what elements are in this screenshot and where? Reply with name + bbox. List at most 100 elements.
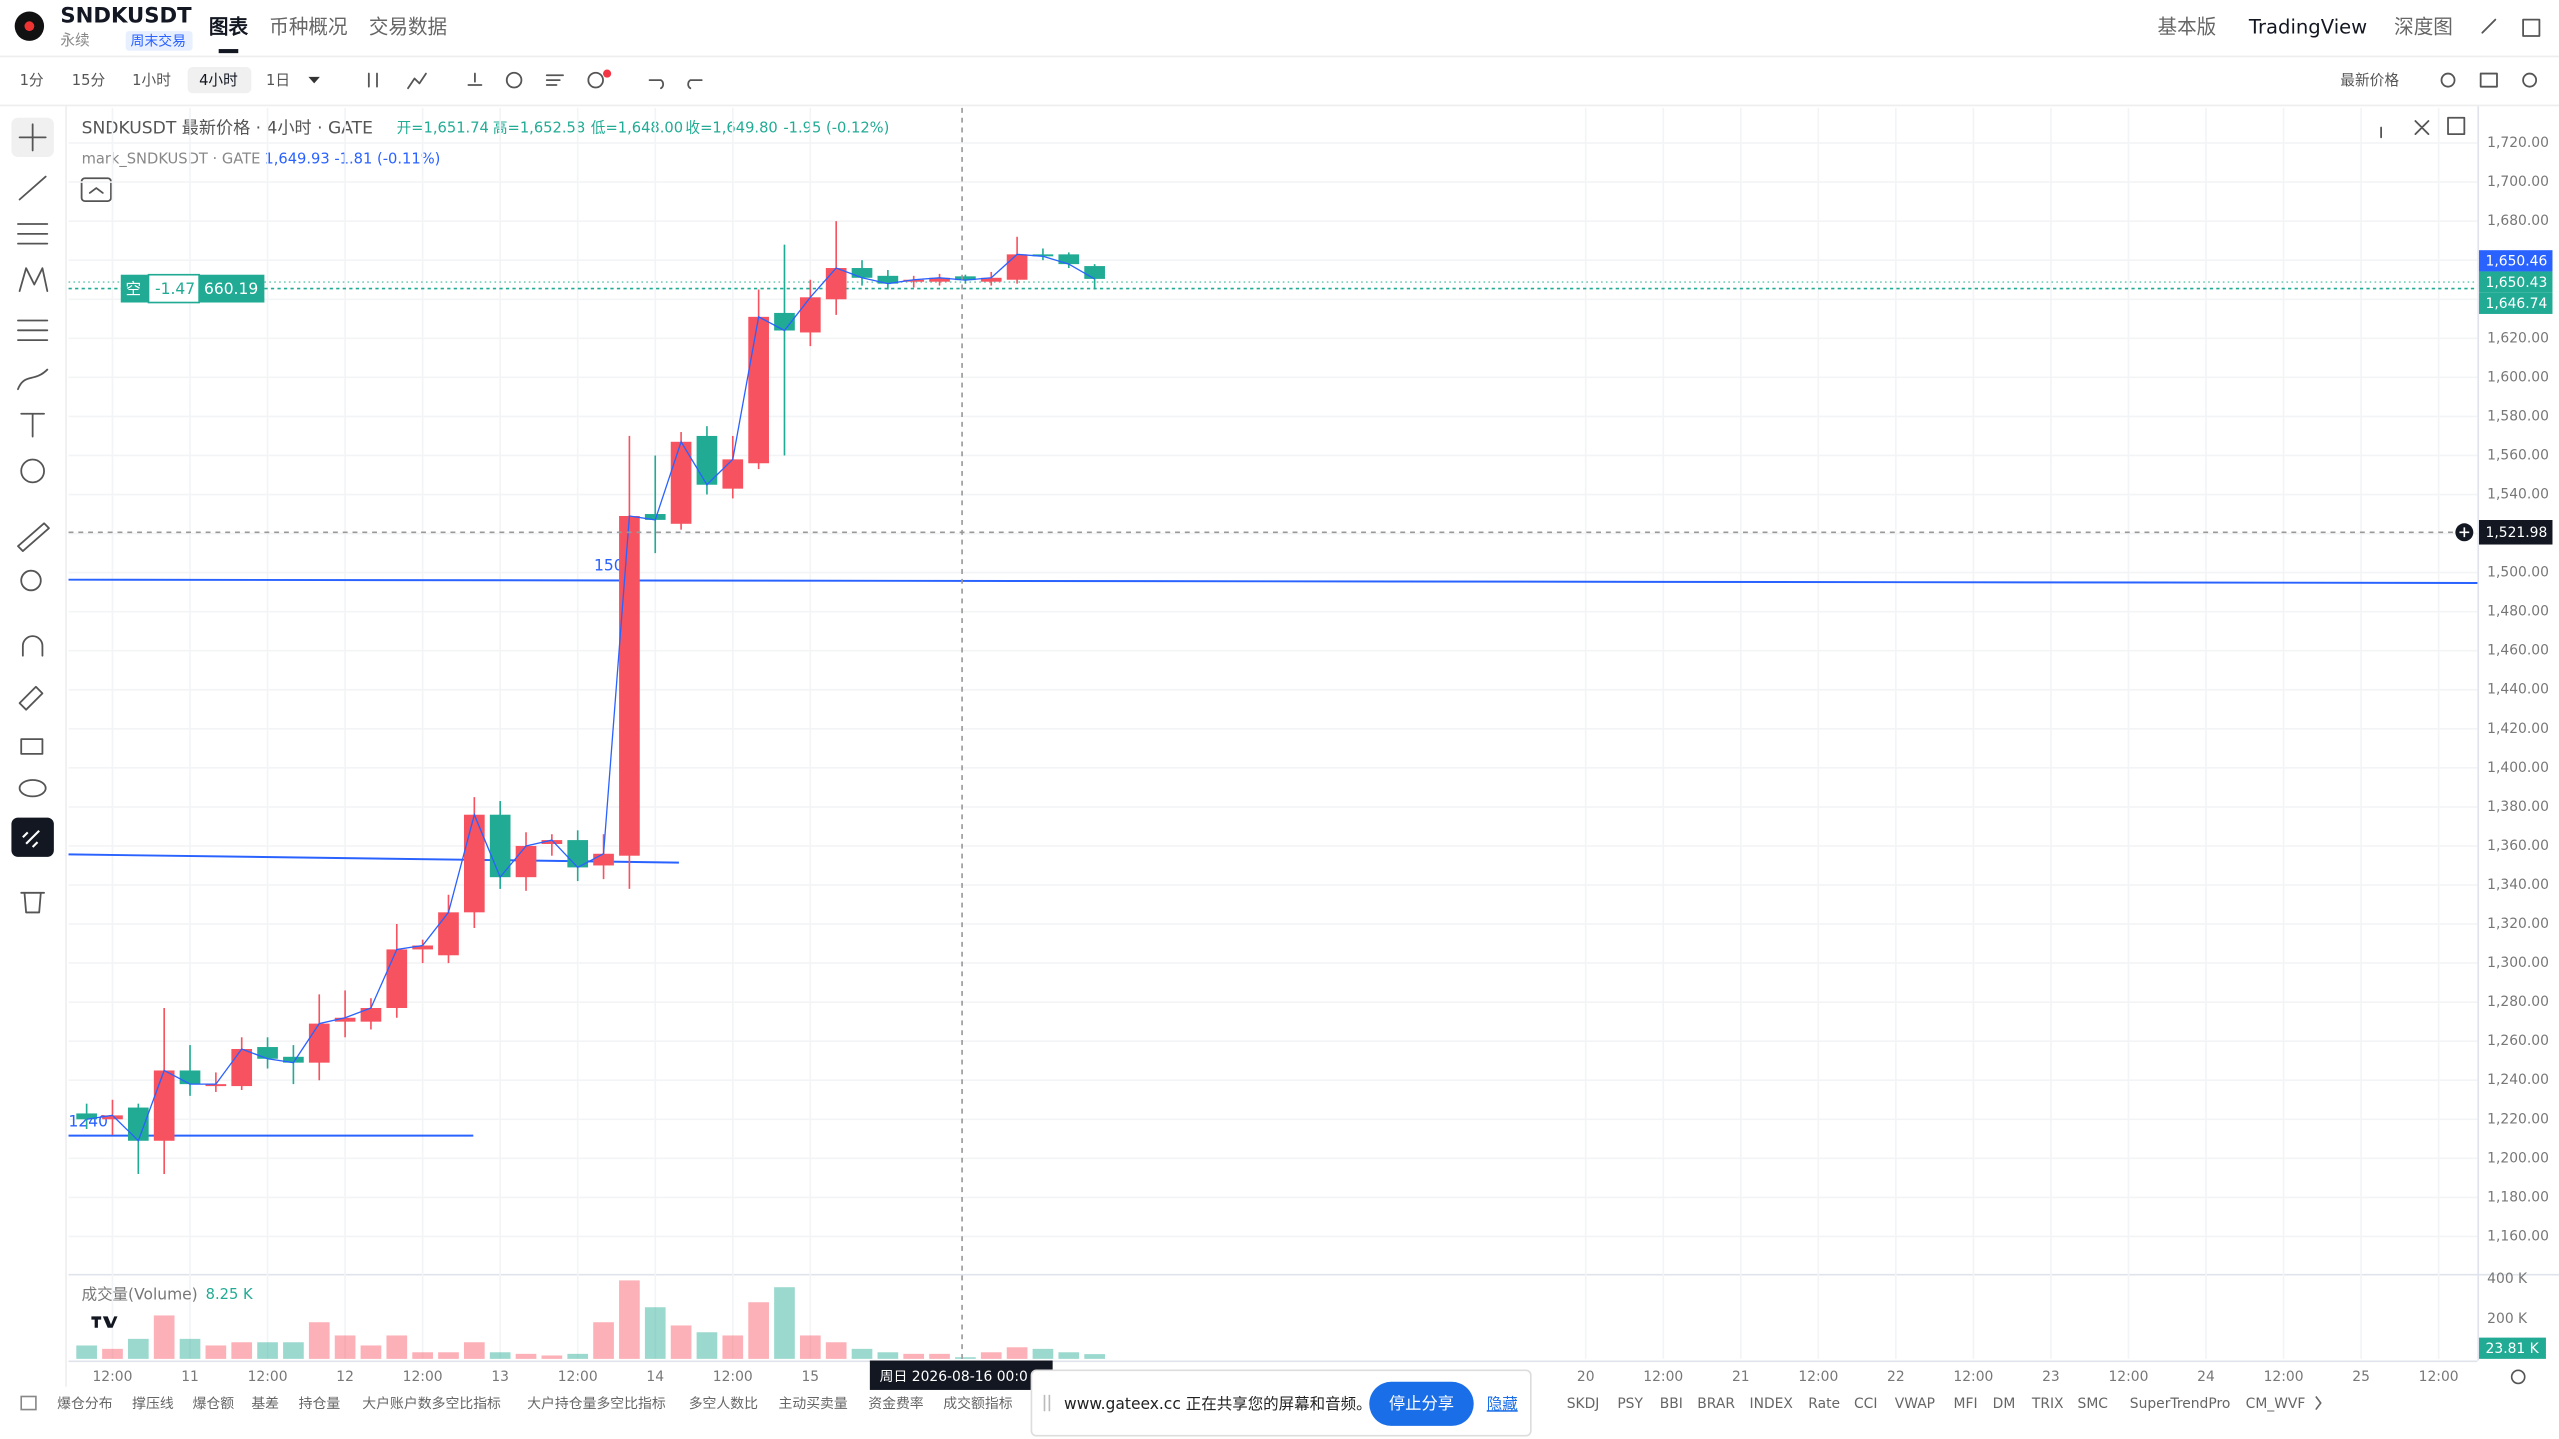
legend-ohlc: 开=1,651.74 xyxy=(397,119,489,136)
add-button[interactable] xyxy=(587,71,604,89)
x-tick-label: 12:00 xyxy=(248,1369,288,1385)
view-switch[interactable]: 深度图 xyxy=(2394,15,2453,38)
indicator-tab[interactable]: 爆仓分布 xyxy=(57,1396,113,1412)
volume-bar xyxy=(567,1353,589,1359)
indicator-tab[interactable]: 成交额指标 xyxy=(943,1395,1012,1412)
indicator-tab[interactable]: CM_WVF xyxy=(2246,1396,2306,1412)
price-tag-bg xyxy=(2479,292,2553,314)
interval-button[interactable]: 1日 xyxy=(266,72,290,89)
brush-tool[interactable] xyxy=(17,368,49,391)
magnet-tool[interactable] xyxy=(21,635,44,657)
indicator-tab[interactable]: VWAP xyxy=(1895,1396,1935,1412)
x-tick-label: 23 xyxy=(2042,1369,2060,1385)
candle-body xyxy=(567,840,589,868)
volume-bar xyxy=(153,1315,175,1359)
volume-bar xyxy=(412,1352,433,1359)
contract-type: 永续 xyxy=(60,32,90,49)
indicator-tab[interactable]: Rate xyxy=(1808,1396,1840,1412)
y-tick-label: 1,680.00 xyxy=(2487,213,2549,229)
pane-buttons[interactable] xyxy=(2380,116,2466,139)
y-tick-label: 1,540.00 xyxy=(2487,486,2549,502)
lock-draw-tool[interactable] xyxy=(18,685,44,711)
nav-tab[interactable]: 交易数据 xyxy=(369,15,447,38)
indicators-button[interactable] xyxy=(407,72,427,90)
indicator-tab[interactable]: MFI xyxy=(1954,1396,1978,1412)
indicator-tab[interactable]: DM xyxy=(1993,1396,2016,1412)
toolbar-icons xyxy=(80,18,2541,203)
position-side: 空 xyxy=(126,280,142,298)
x-tick-label: 12 xyxy=(336,1369,354,1385)
indicator-tab[interactable]: 主动买卖量 xyxy=(778,1396,847,1412)
interval-button[interactable]: 1分 xyxy=(20,72,44,89)
projection-tool[interactable] xyxy=(17,319,49,342)
indicator-tab[interactable]: TRIX xyxy=(2031,1396,2064,1412)
ruler-tool[interactable] xyxy=(17,522,50,552)
indicator-tab[interactable]: 持仓量 xyxy=(299,1396,341,1412)
replay-button[interactable] xyxy=(505,71,523,89)
pattern-tool[interactable] xyxy=(18,267,49,292)
interval-dropdown[interactable] xyxy=(308,76,320,84)
indicator-tab[interactable]: 多空人数比 xyxy=(689,1395,758,1412)
candle-body xyxy=(102,1115,123,1120)
interval-button[interactable]: 1小时 xyxy=(132,72,171,89)
hide-link[interactable]: 隐藏 xyxy=(1487,1395,1518,1413)
zoom-tool[interactable] xyxy=(20,569,42,592)
indicator-tab[interactable]: 爆仓额 xyxy=(193,1396,235,1412)
nav-tab[interactable]: 图表 xyxy=(209,15,249,38)
candle-body xyxy=(619,515,640,856)
interval-button[interactable]: 15分 xyxy=(72,72,106,89)
volume-bar xyxy=(541,1355,563,1359)
template-button[interactable] xyxy=(545,74,564,86)
stop-share-button[interactable] xyxy=(1369,1381,1474,1426)
view-switch[interactable]: 基本版 xyxy=(2158,15,2217,38)
indicator-tab[interactable]: 撑压线 xyxy=(132,1396,174,1412)
visibility-tool[interactable] xyxy=(18,779,47,798)
fullscreen-buttons[interactable] xyxy=(2481,18,2541,37)
indicator-tab[interactable]: 基差 xyxy=(251,1395,279,1412)
price-tag: 1,521.98 xyxy=(2486,525,2548,541)
badge: 周末交易 xyxy=(131,33,186,50)
indicator-tab[interactable]: SMC xyxy=(2078,1396,2108,1412)
indicator-tab[interactable]: CCI xyxy=(1854,1396,1877,1412)
emoji-tool[interactable] xyxy=(20,458,45,484)
search-button[interactable] xyxy=(2440,72,2456,88)
indicator-tab[interactable]: 大户持仓量多空比指标 xyxy=(527,1395,666,1412)
snapshot-button[interactable] xyxy=(2479,72,2498,88)
price-source[interactable]: 最新价格 xyxy=(2340,72,2399,89)
text-tool[interactable] xyxy=(20,412,45,438)
indicator-tab[interactable]: SuperTrendPro xyxy=(2130,1396,2231,1412)
collapse-legend-button[interactable] xyxy=(80,177,112,203)
candle-style-button[interactable] xyxy=(367,72,378,88)
fib-tool[interactable] xyxy=(17,223,49,245)
crosshair-tool[interactable] xyxy=(11,117,54,157)
tabs-next[interactable] xyxy=(2315,1395,2322,1411)
nav-tab[interactable]: 币种概况 xyxy=(269,15,347,38)
alert-button[interactable] xyxy=(467,72,483,86)
candle-body xyxy=(929,277,950,282)
indicator-tab[interactable]: BRAR xyxy=(1697,1396,1735,1412)
indicator-tab[interactable]: PSY xyxy=(1617,1396,1643,1412)
volume-bar xyxy=(102,1348,123,1359)
indicator-tab[interactable]: 资金费率 xyxy=(868,1395,924,1412)
active-tab-underline xyxy=(218,49,239,54)
link-icon xyxy=(22,829,40,848)
lock-tool[interactable] xyxy=(20,738,44,755)
interval-button[interactable]: 4小时 xyxy=(199,72,238,89)
undo-button[interactable] xyxy=(648,79,665,90)
settings-button[interactable] xyxy=(2522,72,2538,88)
view-switch[interactable]: TradingView xyxy=(2248,15,2367,38)
indicator-tab[interactable]: SKDJ xyxy=(1567,1396,1600,1412)
settings-icon[interactable] xyxy=(2510,1369,2526,1385)
mark-title: mark_SNDKUSDT · GATE xyxy=(82,150,261,167)
y-tick-label: 1,380.00 xyxy=(2487,799,2549,815)
indicator-tab[interactable]: BBI xyxy=(1660,1396,1683,1412)
volume-bar xyxy=(825,1342,847,1359)
indicator-tab[interactable]: INDEX xyxy=(1750,1396,1794,1412)
redo-button[interactable] xyxy=(687,79,703,90)
trendline-tool[interactable] xyxy=(18,175,47,201)
indicator-tab[interactable]: 大户账户数多空比指标 xyxy=(362,1395,501,1412)
volume-bar xyxy=(360,1345,382,1359)
symbol-name[interactable]: SNDKUSDT xyxy=(60,3,192,28)
delete-tool[interactable] xyxy=(20,891,45,914)
tabs-icon[interactable] xyxy=(20,1395,37,1411)
